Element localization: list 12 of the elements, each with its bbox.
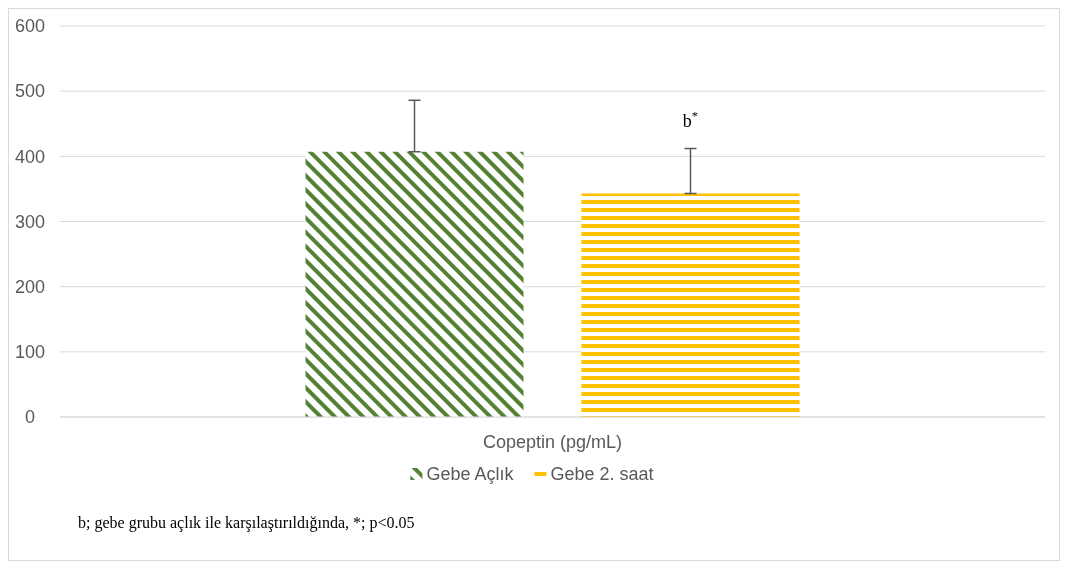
text: b; gebe grubu açlık ile karşılaştırıldığında, *; p<0.05 (78, 514, 415, 532)
legend-label: Gebe Açlık (426, 464, 515, 485)
y-tick-label: 500 (14, 81, 46, 102)
annotation: b$^{*}$ (682, 108, 699, 131)
y-tick-label: 100 (14, 342, 46, 363)
y-tick-label: 600 (14, 16, 46, 37)
y-tick-label: 400 (14, 146, 46, 167)
y-tick-label: 0 (24, 407, 36, 428)
legend-label: Gebe 2. saat (550, 464, 654, 485)
x-tick-label: Copeptin (pg/mL) (482, 432, 623, 452)
y-tick-label: 300 (14, 211, 46, 232)
y-tick-label: 200 (14, 276, 46, 297)
